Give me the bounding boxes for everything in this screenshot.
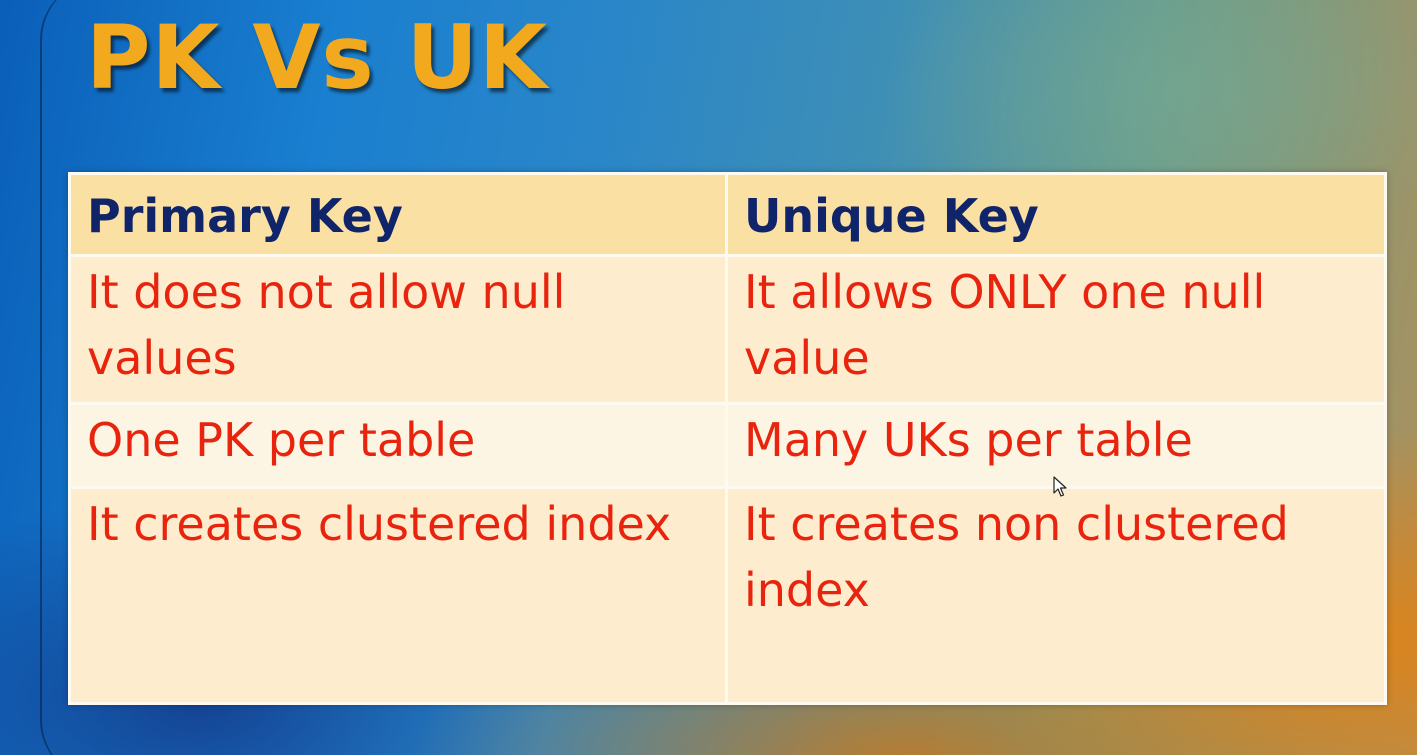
table-cell: It allows ONLY one null value — [725, 254, 1387, 405]
header-unique-key: Unique Key — [725, 172, 1387, 257]
table-cell: Many UKs per table — [725, 402, 1387, 489]
table-row: One PK per table Many UKs per table — [68, 402, 1387, 489]
comparison-table: Primary Key Unique Key It does not allow… — [68, 172, 1387, 705]
table-header-row: Primary Key Unique Key — [68, 172, 1387, 257]
header-primary-key: Primary Key — [68, 172, 728, 257]
table-row: It creates clustered index It creates no… — [68, 486, 1387, 705]
mouse-pointer-icon — [1053, 476, 1067, 497]
table-cell: It does not allow null values — [68, 254, 728, 405]
slide-title: PK Vs UK — [86, 6, 549, 109]
table-row: It does not allow null values It allows … — [68, 254, 1387, 405]
table-cell: One PK per table — [68, 402, 728, 489]
table-cell: It creates clustered index — [68, 486, 728, 705]
table-cell: It creates non clustered index — [725, 486, 1387, 705]
